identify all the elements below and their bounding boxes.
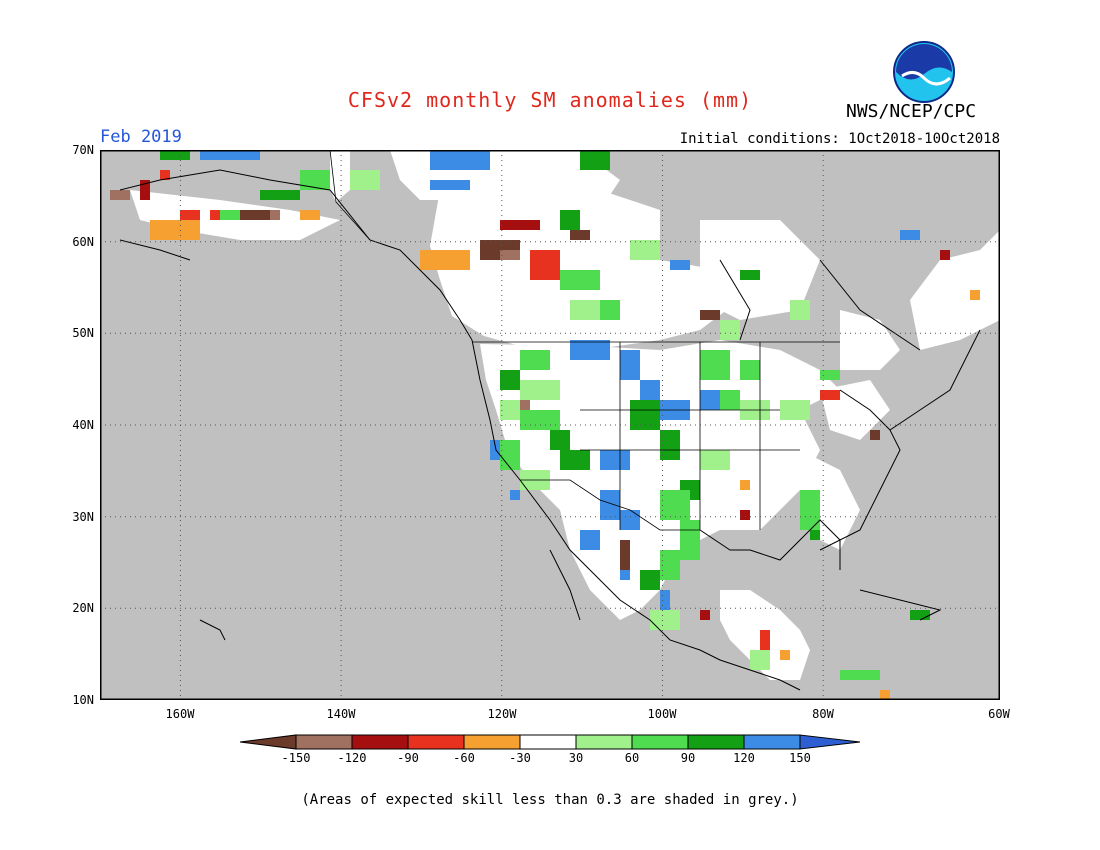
colorbar-label: -120	[337, 751, 367, 765]
agency-label: NWS/NCEP/CPC	[846, 101, 977, 122]
colorbar-label: 150	[789, 751, 811, 765]
colorbar-label: 120	[733, 751, 755, 765]
lat-label: 20N	[72, 601, 94, 615]
colorbar-swatch	[351, 734, 409, 750]
lon-label: 120W	[487, 707, 517, 721]
lon-label: 140W	[326, 707, 356, 721]
colorbar-swatch	[743, 734, 801, 750]
initial-conditions: Initial conditions: 1Oct2018-10Oct2018	[679, 131, 1000, 147]
colorbar-label: -60	[453, 751, 475, 765]
lat-label: 40N	[72, 418, 94, 432]
colorbar-swatch	[463, 734, 521, 750]
colorbar-swatch	[687, 734, 745, 750]
colorbar-label: -30	[509, 751, 531, 765]
lat-label: 60N	[72, 235, 94, 249]
colorbar	[240, 734, 861, 750]
colorbar-swatch	[295, 734, 353, 750]
colorbar-label: 90	[680, 751, 696, 765]
noaa-logo	[893, 41, 955, 103]
colorbar-label: -90	[397, 751, 419, 765]
forecast-month: Feb 2019	[100, 127, 182, 147]
colorbar-swatch	[407, 734, 465, 750]
colorbar-swatch	[631, 734, 689, 750]
lat-label: 30N	[72, 510, 94, 524]
map-panel	[100, 150, 1000, 700]
lon-label: 60W	[988, 707, 1010, 721]
political-borders	[329, 150, 840, 531]
lon-label: 160W	[165, 707, 195, 721]
lat-lon-grid	[100, 150, 1000, 700]
colorbar-label: 30	[568, 751, 584, 765]
colorbar-label: -150	[281, 751, 311, 765]
colorbar-swatch	[519, 734, 577, 750]
lon-label: 100W	[647, 707, 677, 721]
lon-label: 80W	[812, 707, 834, 721]
lat-label: 10N	[72, 693, 94, 707]
coastlines	[119, 169, 981, 691]
lat-label: 70N	[72, 143, 94, 157]
colorbar-swatch	[575, 734, 633, 750]
map-title: CFSv2 monthly SM anomalies (mm)	[347, 88, 753, 112]
anomaly-cells	[110, 150, 980, 700]
colorbar-label: 60	[624, 751, 640, 765]
colorbar-swatch	[240, 734, 297, 750]
colorbar-swatch	[799, 734, 861, 750]
footnote: (Areas of expected skill less than 0.3 a…	[301, 792, 799, 808]
lat-label: 50N	[72, 326, 94, 340]
